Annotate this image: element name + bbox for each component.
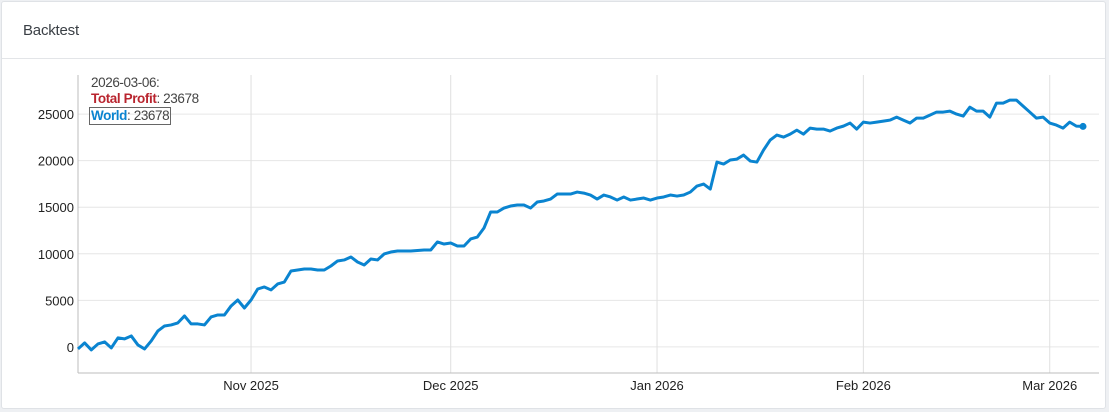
card-header: Backtest [2, 2, 1105, 59]
tooltip-value-total-profit: 23678 [163, 91, 199, 106]
x-tick-label: Mar 2026 [1022, 378, 1077, 393]
tooltip-label-total-profit: Total Profit [91, 91, 157, 106]
y-tick-label: 0 [67, 340, 74, 355]
tooltip-label-world: World [91, 108, 127, 123]
tooltip-row-world: World: 23678 [89, 107, 172, 125]
tooltip-value-world: 23678 [133, 108, 170, 123]
x-tick-label: Dec 2025 [423, 378, 479, 393]
y-tick-label: 25000 [38, 107, 74, 122]
y-tick-label: 20000 [38, 154, 74, 169]
hover-marker [1079, 122, 1087, 130]
y-tick-label: 5000 [45, 293, 74, 308]
tooltip-row-total-profit: Total Profit: 23678 [91, 91, 199, 107]
tooltip-sep: : [156, 91, 160, 106]
tooltip-date: 2026-03-06: [91, 75, 160, 90]
x-tick-label: Feb 2026 [836, 378, 891, 393]
series-line-world [76, 98, 1084, 352]
y-tick-label: 10000 [38, 247, 74, 262]
y-tick-label: 15000 [38, 200, 74, 215]
card-title: Backtest [23, 21, 79, 39]
x-tick-label: Nov 2025 [223, 378, 279, 393]
x-tick-label: Jan 2026 [630, 378, 684, 393]
tooltip-sep: : [127, 108, 131, 123]
chart-tooltip: 2026-03-06: Total Profit: 23678 World: 2… [89, 75, 199, 125]
